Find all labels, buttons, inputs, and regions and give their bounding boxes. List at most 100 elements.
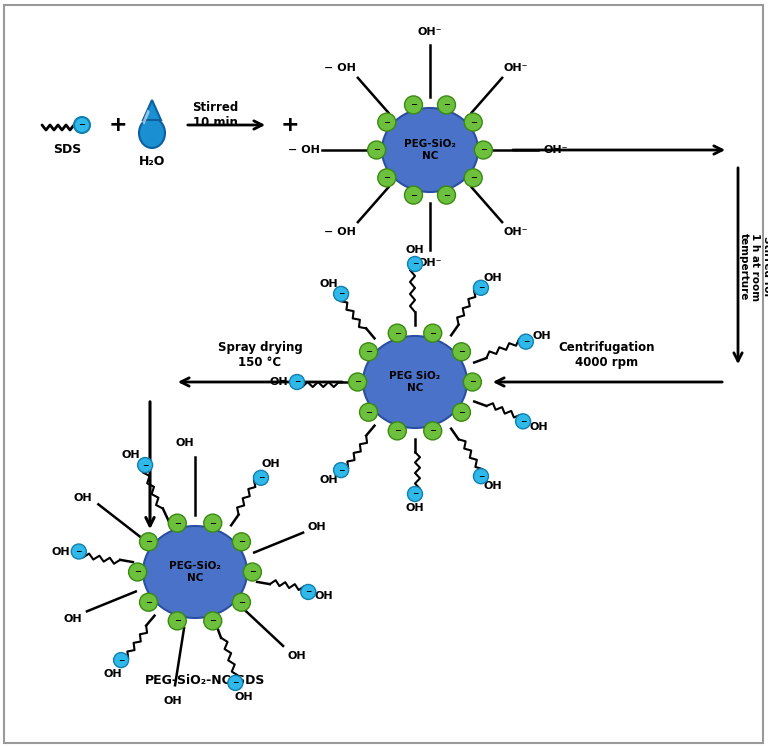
Text: OH: OH <box>319 475 339 485</box>
Circle shape <box>389 324 406 342</box>
Circle shape <box>473 468 488 484</box>
Text: −: − <box>410 100 417 109</box>
Text: Centrifugation
4000 rpm: Centrifugation 4000 rpm <box>559 341 655 369</box>
Text: −: − <box>443 100 450 109</box>
Text: −: − <box>354 377 361 386</box>
Text: −: − <box>142 461 148 470</box>
Text: PEG-SiO₂-NC-SDS: PEG-SiO₂-NC-SDS <box>145 674 265 686</box>
Ellipse shape <box>382 108 478 192</box>
Text: −: − <box>429 329 436 338</box>
Text: −: − <box>134 568 141 577</box>
Text: OH: OH <box>484 273 502 283</box>
Circle shape <box>464 113 482 131</box>
Text: −: − <box>232 678 239 687</box>
Text: −: − <box>209 616 217 625</box>
Text: Stirred for
1 h at room
temperture: Stirred for 1 h at room temperture <box>738 233 768 301</box>
Text: Spray drying
150 °C: Spray drying 150 °C <box>217 341 303 369</box>
Circle shape <box>290 374 304 389</box>
Text: −: − <box>478 283 484 292</box>
Text: −: − <box>258 474 264 483</box>
Circle shape <box>74 117 90 133</box>
Text: +: + <box>280 115 300 135</box>
Text: − OH: − OH <box>324 63 356 73</box>
Text: −: − <box>373 146 380 155</box>
Circle shape <box>233 593 250 611</box>
Circle shape <box>405 186 422 204</box>
Circle shape <box>359 343 378 361</box>
Polygon shape <box>143 100 161 120</box>
Circle shape <box>253 471 269 486</box>
Text: PEG-SiO₂
NC: PEG-SiO₂ NC <box>404 139 456 161</box>
Text: −: − <box>470 117 477 127</box>
Text: OH: OH <box>122 450 141 460</box>
Text: −: − <box>338 289 344 298</box>
Circle shape <box>204 612 222 630</box>
Circle shape <box>349 373 366 391</box>
Text: OH: OH <box>51 547 70 557</box>
Circle shape <box>168 612 187 630</box>
Circle shape <box>71 544 86 559</box>
Circle shape <box>378 169 396 187</box>
Circle shape <box>463 373 482 391</box>
Text: OH: OH <box>270 377 288 387</box>
Circle shape <box>473 280 488 295</box>
Circle shape <box>452 403 471 421</box>
Text: OH: OH <box>406 245 424 255</box>
Text: OH: OH <box>406 503 424 513</box>
Circle shape <box>168 514 187 532</box>
Text: −: − <box>338 465 344 474</box>
Text: −: − <box>365 347 372 356</box>
Text: OH⁻: OH⁻ <box>504 227 528 237</box>
Text: −: − <box>478 471 484 481</box>
Text: OH⁻: OH⁻ <box>544 145 568 155</box>
Polygon shape <box>143 110 149 124</box>
Text: SDS: SDS <box>53 143 81 156</box>
Text: −: − <box>394 329 401 338</box>
Text: OH: OH <box>104 669 122 679</box>
Text: OH: OH <box>176 438 194 448</box>
Text: PEG SiO₂
NC: PEG SiO₂ NC <box>389 371 441 393</box>
Text: −: − <box>412 259 419 268</box>
Text: −: − <box>174 616 180 625</box>
Text: −: − <box>365 408 372 417</box>
Text: −: − <box>145 598 152 607</box>
Circle shape <box>128 563 147 581</box>
Circle shape <box>438 96 455 114</box>
Text: −: − <box>249 568 256 577</box>
Text: −: − <box>238 598 245 607</box>
Text: OH: OH <box>288 651 306 661</box>
Text: OH: OH <box>73 493 91 503</box>
Text: − OH: − OH <box>288 145 320 155</box>
Circle shape <box>424 422 442 440</box>
Ellipse shape <box>143 526 247 618</box>
Text: OH: OH <box>262 459 280 469</box>
Circle shape <box>140 533 157 551</box>
Text: −: − <box>383 117 390 127</box>
Text: PEG-SiO₂
NC: PEG-SiO₂ NC <box>169 561 221 583</box>
Text: −: − <box>520 417 526 426</box>
Circle shape <box>140 593 157 611</box>
Text: −: − <box>458 347 465 356</box>
Text: −: − <box>75 547 82 556</box>
Circle shape <box>243 563 261 581</box>
Circle shape <box>333 286 349 301</box>
Circle shape <box>368 141 386 159</box>
Circle shape <box>518 334 534 349</box>
Text: −: − <box>118 656 124 665</box>
Text: H₂O: H₂O <box>139 155 165 168</box>
Text: OH⁻: OH⁻ <box>418 258 442 268</box>
Text: OH: OH <box>234 692 253 702</box>
Text: −: − <box>410 190 417 199</box>
Circle shape <box>114 653 128 668</box>
Circle shape <box>137 458 153 473</box>
Circle shape <box>408 256 422 271</box>
Text: Stirred
10 min: Stirred 10 min <box>192 101 238 129</box>
Circle shape <box>475 141 492 159</box>
Text: −: − <box>238 537 245 546</box>
Text: −: − <box>145 537 152 546</box>
Text: OH: OH <box>530 422 548 433</box>
Text: OH: OH <box>532 331 551 341</box>
Circle shape <box>333 462 349 477</box>
Circle shape <box>204 514 222 532</box>
Text: −: − <box>429 427 436 436</box>
